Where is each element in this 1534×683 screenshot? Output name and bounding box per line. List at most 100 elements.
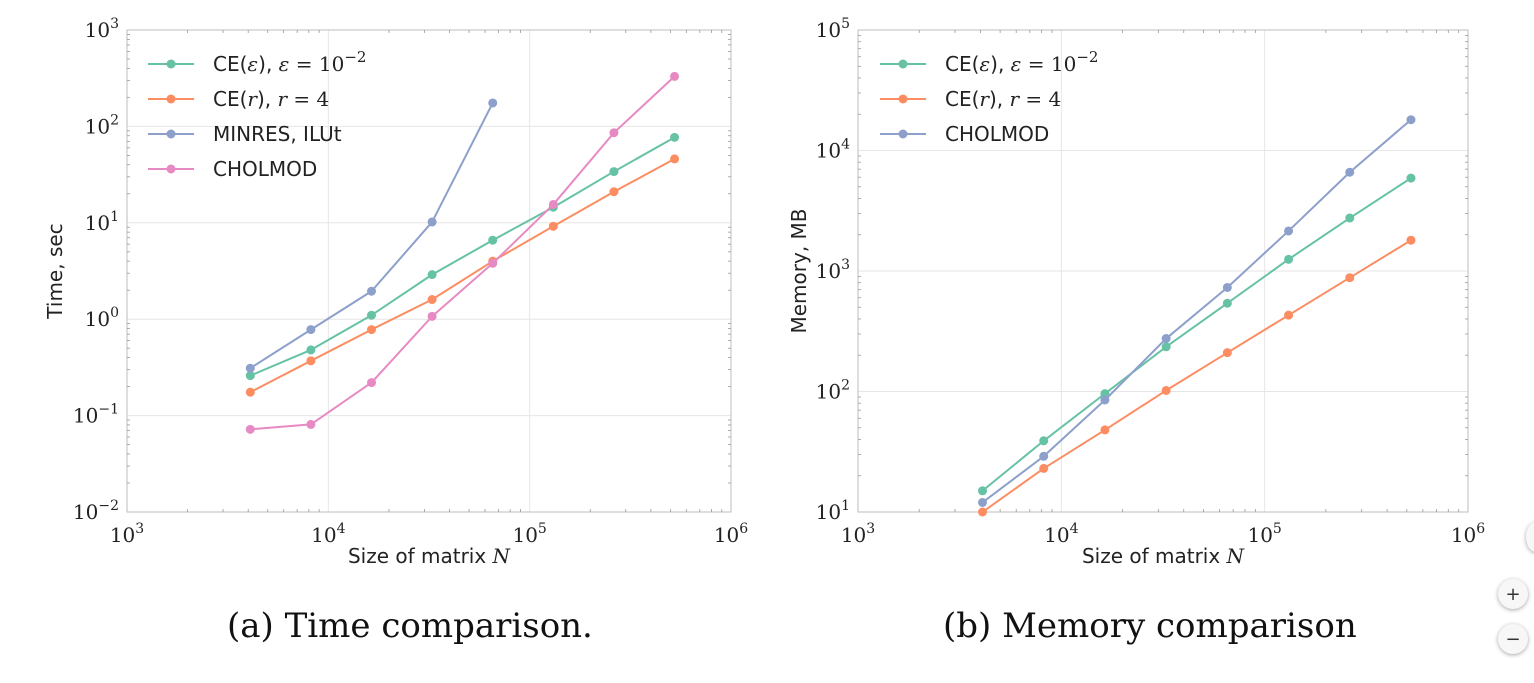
y-axis-label: Time, sec <box>43 223 67 319</box>
data-point <box>488 258 498 268</box>
legend-label: CHOLMOD <box>213 157 317 181</box>
series-line <box>981 118 1412 504</box>
data-point <box>548 221 558 231</box>
series-ce-10 <box>978 173 1416 496</box>
x-axis-label: Size of matrix N <box>1082 544 1246 568</box>
scroll-edge-button[interactable] <box>1526 522 1534 552</box>
data-point <box>1222 282 1232 292</box>
data-point <box>427 270 437 280</box>
x-tick-label: 105 <box>1247 521 1281 547</box>
data-point <box>1406 115 1416 125</box>
x-axis-label: Size of matrix N <box>348 544 512 568</box>
data-point <box>1222 348 1232 358</box>
y-tick-label: 103 <box>816 257 850 283</box>
data-point <box>670 154 680 164</box>
data-point <box>367 310 377 320</box>
y-tick-label: 102 <box>816 378 850 404</box>
legend: CE(ε), ε = 10−2 CE(r), r = 4 MINRES, ILUt C… <box>148 48 366 181</box>
data-point <box>306 356 316 366</box>
y-tick-label: 10−1 <box>73 402 119 428</box>
series-cholmod <box>978 115 1416 507</box>
x-tick-label: 103 <box>841 521 875 547</box>
legend-label: CE(ε), ε = 10−2 <box>213 48 366 76</box>
series-line <box>981 177 1412 492</box>
data-point <box>1161 385 1171 395</box>
y-tick-label: 101 <box>816 498 850 524</box>
data-point <box>367 286 377 296</box>
data-point <box>1345 213 1355 223</box>
y-axis-label: Memory, MB <box>787 208 811 333</box>
x-tick-label: 104 <box>1044 521 1078 547</box>
series-ce-r-r-4 <box>978 235 1416 517</box>
data-point <box>1039 436 1049 446</box>
legend-label: CE(r), r = 4 <box>213 87 329 111</box>
series-ce-r-r-4 <box>245 154 680 397</box>
x-tick-label: 106 <box>1451 521 1485 547</box>
data-point <box>1222 298 1232 308</box>
series-ce-10 <box>245 132 680 381</box>
series-line <box>981 239 1412 513</box>
data-point <box>670 71 680 81</box>
legend-marker <box>166 94 176 104</box>
data-point <box>1406 173 1416 183</box>
data-point <box>245 371 255 381</box>
caption-memory-comparison: (b) Memory comparison <box>943 606 1357 646</box>
legend-label: MINRES, ILUt <box>213 122 342 146</box>
legend-label: CHOLMOD <box>945 122 1049 146</box>
data-point <box>1100 389 1110 399</box>
legend-marker <box>898 129 908 139</box>
data-point <box>609 128 619 138</box>
data-point <box>1161 334 1171 344</box>
y-tick-label: 101 <box>85 209 119 235</box>
data-point <box>427 295 437 305</box>
data-point <box>1100 425 1110 435</box>
data-point <box>245 387 255 397</box>
data-point <box>1284 254 1294 264</box>
data-point <box>670 132 680 142</box>
y-tick-label: 10−2 <box>73 498 119 524</box>
series-minres-ilut <box>245 98 498 373</box>
data-point <box>978 507 988 517</box>
x-tick-label: 103 <box>110 521 144 547</box>
x-tick-label: 104 <box>311 521 345 547</box>
y-tick-label: 102 <box>85 112 119 138</box>
data-point <box>548 199 558 209</box>
legend-label: CE(ε), ε = 10−2 <box>945 48 1098 76</box>
data-point <box>1039 463 1049 473</box>
data-point <box>1345 167 1355 177</box>
data-point <box>609 167 619 177</box>
data-point <box>367 325 377 335</box>
data-point <box>609 187 619 197</box>
data-point <box>1284 226 1294 236</box>
legend-label: CE(r), r = 4 <box>945 87 1061 111</box>
y-tick-label: 100 <box>85 305 119 331</box>
legend-marker <box>166 59 176 69</box>
legend-marker <box>898 94 908 104</box>
data-point <box>978 497 988 507</box>
data-point <box>1039 451 1049 461</box>
zoom-in-button[interactable]: + <box>1498 579 1528 609</box>
data-point <box>1345 273 1355 283</box>
data-point <box>1406 235 1416 245</box>
data-point <box>978 486 988 496</box>
caption-time-comparison: (a) Time comparison. <box>227 606 593 646</box>
series-cholmod <box>245 71 680 434</box>
y-tick-label: 104 <box>816 137 850 163</box>
x-tick-label: 106 <box>714 521 748 547</box>
series-line <box>249 158 676 394</box>
y-tick-label: 105 <box>816 16 850 42</box>
plot-frame <box>126 29 732 513</box>
data-point <box>488 98 498 108</box>
data-point <box>245 424 255 434</box>
data-point <box>367 378 377 388</box>
data-point <box>488 235 498 245</box>
x-tick-label: 105 <box>512 521 546 547</box>
data-point <box>1100 395 1110 405</box>
data-point <box>306 419 316 429</box>
zoom-out-button[interactable]: − <box>1498 624 1528 654</box>
data-point <box>427 217 437 227</box>
data-point <box>306 325 316 335</box>
legend-marker <box>166 129 176 139</box>
